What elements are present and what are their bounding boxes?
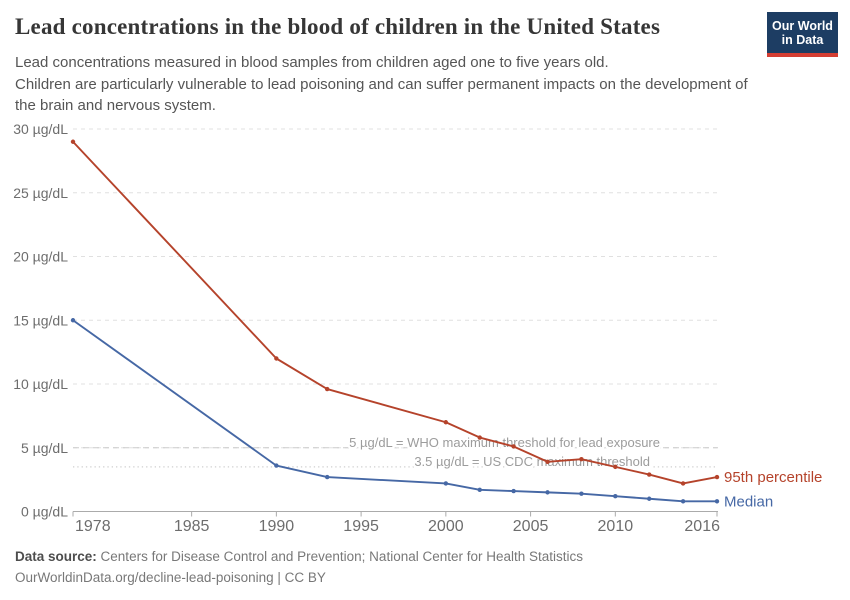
owid-logo-line1: Our World — [772, 19, 833, 33]
threshold-annotation: 5 µg/dL = WHO maximum threshold for lead… — [349, 435, 660, 450]
data-point-median[interactable] — [477, 487, 482, 493]
data-point-median[interactable] — [613, 494, 618, 499]
page-title: Lead concentrations in the blood of chil… — [15, 14, 661, 39]
y-axis-tick-label: 5 µg/dL — [21, 440, 68, 456]
owid-logo: Our World in Data — [767, 12, 838, 57]
data-point-median[interactable] — [714, 499, 720, 504]
data-point-median[interactable] — [325, 474, 330, 480]
chart-subtitle: Lead concentrations measured in blood sa… — [15, 54, 748, 114]
x-axis-tick-label: 2010 — [598, 518, 634, 535]
y-axis-tick-label: 20 µg/dL — [13, 249, 68, 265]
data-point-95th-percentile[interactable] — [714, 474, 720, 480]
data-point-median[interactable] — [511, 488, 516, 494]
y-axis-tick-label: 10 µg/dL — [13, 376, 68, 392]
x-axis-tick-label: 1995 — [343, 518, 379, 535]
data-source-text: Centers for Disease Control and Preventi… — [100, 549, 584, 564]
y-axis-tick-label: 0 µg/dL — [21, 504, 68, 520]
data-source-line: Data source: Centers for Disease Control… — [15, 546, 815, 567]
series-label-median[interactable]: Median — [724, 493, 773, 510]
x-axis-tick-label: 1978 — [75, 518, 111, 535]
data-point-median[interactable] — [70, 318, 76, 323]
data-point-median[interactable] — [545, 490, 550, 495]
y-axis-tick-label: 15 µg/dL — [13, 312, 68, 328]
data-point-95th-percentile[interactable] — [274, 356, 279, 361]
data-point-median[interactable] — [579, 491, 584, 496]
data-point-median[interactable] — [647, 496, 652, 501]
data-point-median[interactable] — [680, 499, 686, 504]
y-axis-tick-label: 30 µg/dL — [13, 121, 68, 137]
data-point-95th-percentile[interactable] — [325, 386, 330, 392]
citation-line: OurWorldinData.org/decline-lead-poisonin… — [15, 570, 326, 585]
series-line-95th-percentile[interactable] — [72, 141, 718, 485]
x-axis-tick-label: 2016 — [684, 518, 720, 535]
data-point-95th-percentile[interactable] — [443, 420, 449, 425]
owid-logo-line2: in Data — [781, 33, 824, 47]
data-point-95th-percentile[interactable] — [70, 139, 76, 144]
y-axis-tick-label: 25 µg/dL — [13, 185, 68, 201]
x-axis-tick-label: 2005 — [513, 518, 549, 535]
chart-footer: Data source: Centers for Disease Control… — [15, 546, 815, 588]
data-point-95th-percentile[interactable] — [613, 464, 618, 470]
x-axis-tick-label: 1990 — [259, 518, 295, 535]
data-point-95th-percentile[interactable] — [545, 459, 550, 464]
data-point-95th-percentile[interactable] — [647, 472, 652, 477]
series-label-95th-percentile[interactable]: 95th percentile — [724, 469, 822, 486]
series-line-median[interactable] — [72, 319, 717, 503]
data-point-median[interactable] — [274, 463, 279, 468]
data-point-95th-percentile[interactable] — [477, 435, 482, 440]
x-axis-tick-label: 2000 — [428, 518, 464, 535]
data-point-median[interactable] — [443, 481, 449, 486]
threshold-annotation: 3.5 µg/dL = US CDC maximum threshold — [414, 454, 650, 469]
data-point-95th-percentile[interactable] — [680, 481, 686, 486]
x-axis-tick-label: 1985 — [174, 518, 210, 535]
data-point-95th-percentile[interactable] — [511, 444, 516, 449]
data-source-label: Data source: — [15, 549, 97, 564]
data-point-95th-percentile[interactable] — [579, 457, 584, 462]
